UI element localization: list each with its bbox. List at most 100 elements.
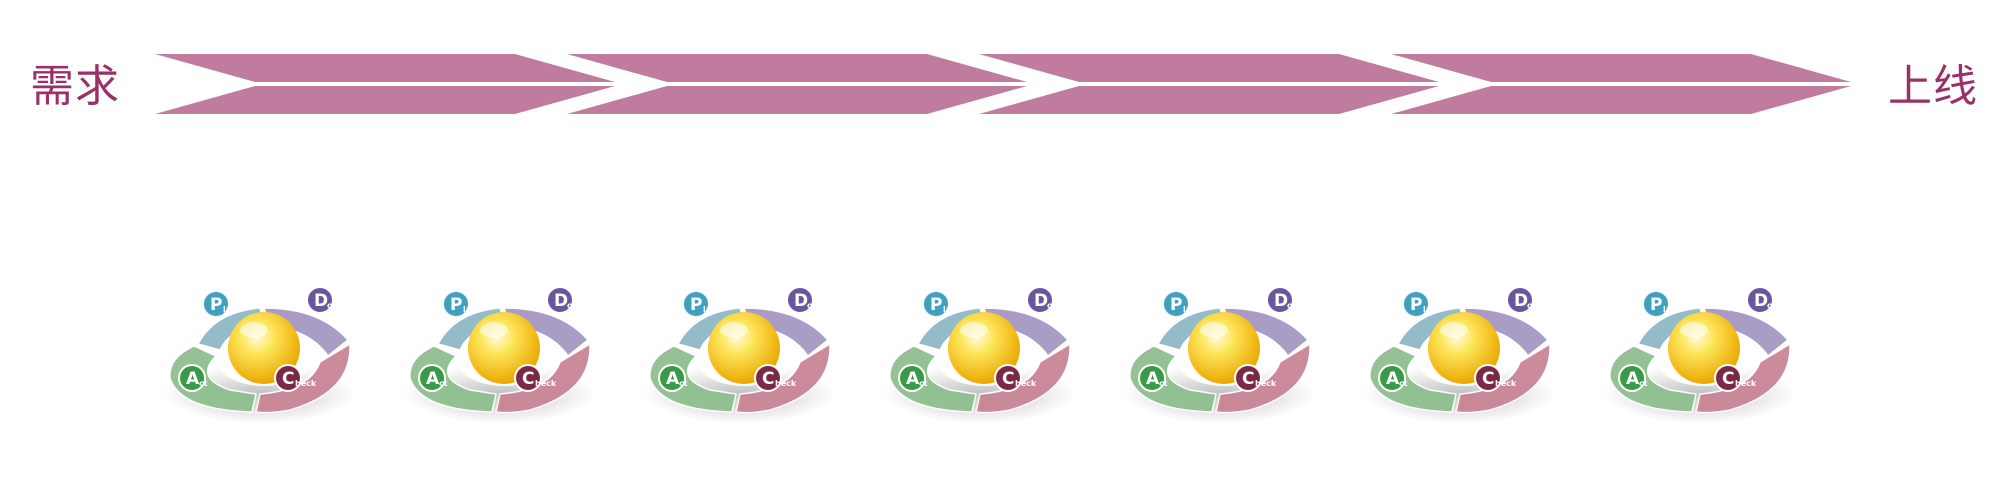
svg-text:D: D: [1274, 291, 1288, 311]
pdca-segment-check: [1215, 342, 1311, 414]
svg-text:ct: ct: [679, 379, 688, 388]
svg-text:A: A: [906, 369, 920, 389]
svg-text:C: C: [1242, 369, 1254, 389]
pdca-segment-check: [255, 342, 351, 414]
svg-text:ct: ct: [1639, 379, 1648, 388]
timeline-arrow-lower: [567, 86, 1027, 114]
svg-text:C: C: [1002, 369, 1014, 389]
svg-text:C: C: [1722, 369, 1734, 389]
svg-text:o: o: [807, 301, 813, 310]
pdca-label-do: Do: [546, 286, 574, 314]
svg-text:A: A: [1146, 369, 1160, 389]
pdca-label-do: Do: [306, 286, 334, 314]
svg-text:lan: lan: [1663, 305, 1677, 314]
svg-text:lan: lan: [463, 305, 477, 314]
svg-text:D: D: [794, 291, 808, 311]
svg-text:heck: heck: [1015, 379, 1037, 388]
svg-text:A: A: [186, 369, 200, 389]
svg-text:P: P: [690, 295, 702, 315]
svg-text:o: o: [1047, 301, 1053, 310]
timeline-arrow-upper: [1391, 54, 1851, 82]
svg-text:D: D: [554, 291, 568, 311]
svg-text:D: D: [1034, 291, 1048, 311]
svg-text:P: P: [1410, 295, 1422, 315]
pdca-segment-act: [1129, 345, 1217, 413]
timeline-arrows: [155, 54, 1851, 114]
svg-text:P: P: [1170, 295, 1182, 315]
svg-text:D: D: [1754, 291, 1768, 311]
svg-text:A: A: [666, 369, 680, 389]
start-label-requirement: 需求: [30, 61, 120, 112]
svg-text:ct: ct: [1159, 379, 1168, 388]
svg-text:A: A: [1626, 369, 1640, 389]
svg-text:o: o: [327, 301, 333, 310]
pdca-segment-check: [1695, 342, 1791, 414]
svg-text:D: D: [1514, 291, 1528, 311]
svg-text:D: D: [314, 291, 328, 311]
svg-text:C: C: [762, 369, 774, 389]
svg-text:C: C: [282, 369, 294, 389]
end-label-launch: 上线: [1888, 61, 1978, 112]
pdca-segment-check: [975, 342, 1071, 414]
pdca-segment-check: [735, 342, 831, 414]
svg-text:lan: lan: [1423, 305, 1437, 314]
svg-text:heck: heck: [1735, 379, 1757, 388]
timeline-arrow-upper: [567, 54, 1027, 82]
timeline-arrow-upper: [979, 54, 1439, 82]
svg-text:C: C: [1482, 369, 1494, 389]
pdca-segment-check: [1455, 342, 1551, 414]
svg-text:C: C: [522, 369, 534, 389]
timeline-arrow-upper: [155, 54, 615, 82]
svg-text:o: o: [1287, 301, 1293, 310]
pdca-segment-act: [889, 345, 977, 413]
pdca-label-do: Do: [786, 286, 814, 314]
svg-text:heck: heck: [1255, 379, 1277, 388]
svg-text:lan: lan: [1183, 305, 1197, 314]
svg-text:P: P: [450, 295, 462, 315]
pdca-segment-act: [649, 345, 737, 413]
svg-text:lan: lan: [703, 305, 717, 314]
pdca-segment-act: [1369, 345, 1457, 413]
svg-text:o: o: [1767, 301, 1773, 310]
svg-text:ct: ct: [919, 379, 928, 388]
svg-text:lan: lan: [943, 305, 957, 314]
svg-text:ct: ct: [199, 379, 208, 388]
svg-text:ct: ct: [439, 379, 448, 388]
svg-text:heck: heck: [1495, 379, 1517, 388]
svg-text:o: o: [1527, 301, 1533, 310]
pdca-segment-check: [495, 342, 591, 414]
pdca-label-do: Do: [1746, 286, 1774, 314]
svg-text:P: P: [930, 295, 942, 315]
timeline-arrow-lower: [1391, 86, 1851, 114]
pdca-label-do: Do: [1506, 286, 1534, 314]
svg-text:P: P: [210, 295, 222, 315]
pdca-segment-act: [409, 345, 497, 413]
svg-text:P: P: [1650, 295, 1662, 315]
svg-text:lan: lan: [223, 305, 237, 314]
svg-text:heck: heck: [535, 379, 557, 388]
